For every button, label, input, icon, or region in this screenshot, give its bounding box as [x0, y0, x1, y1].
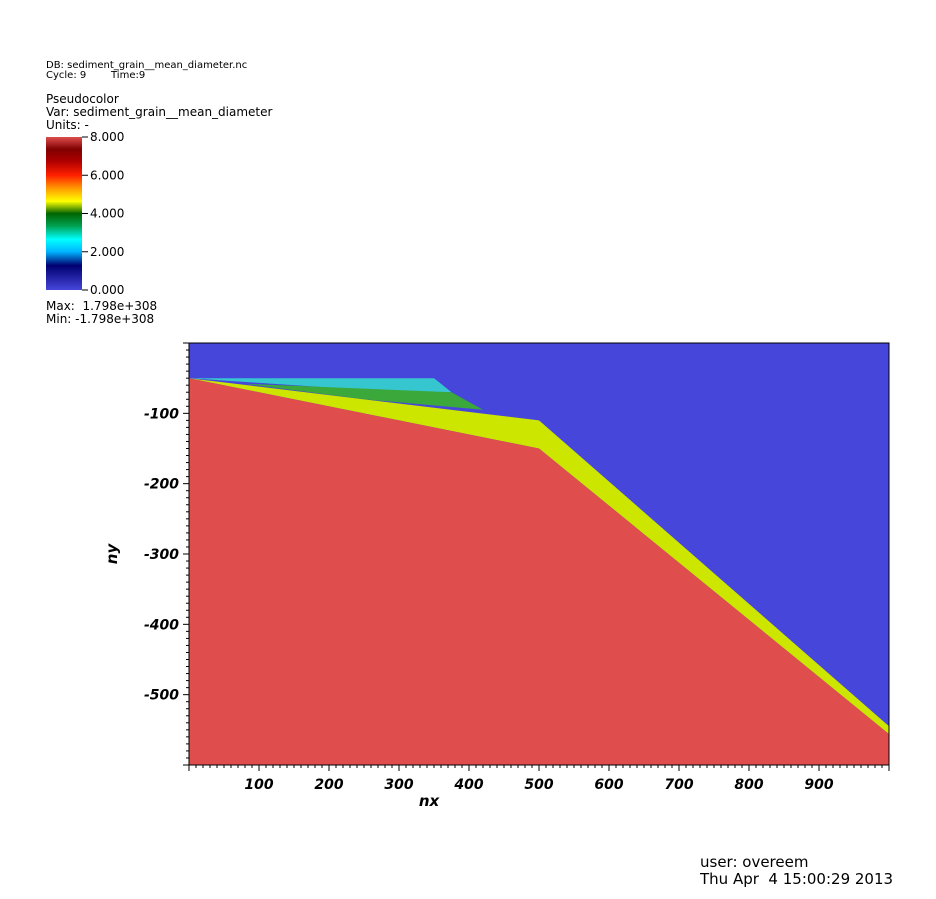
- legend-tick-label: 0.000: [90, 283, 124, 297]
- y-tick-label: -100: [144, 406, 179, 422]
- x-tick-label: 800: [734, 777, 763, 793]
- x-tick-label: 500: [524, 777, 553, 793]
- x-tick-label: 700: [664, 777, 693, 793]
- y-tick-label: -400: [144, 617, 179, 633]
- color-bar-ticks: 8.000 6.000 4.000 2.000 0.000: [82, 130, 124, 297]
- legend-tick-label: 4.000: [90, 207, 124, 221]
- x-tick-label: 200: [314, 777, 343, 793]
- y-tick-label: -500: [144, 688, 179, 704]
- x-tick-label: 600: [594, 777, 623, 793]
- y-tick-label: -200: [144, 477, 179, 493]
- color-bar: [46, 137, 82, 290]
- legend-tick-label: 6.000: [90, 168, 124, 182]
- x-tick-label: 300: [384, 777, 413, 793]
- y-tick-label: -300: [144, 547, 179, 563]
- legend-tick-label: 2.000: [90, 245, 124, 259]
- x-tick-label: 400: [453, 777, 483, 793]
- heatmap-regions: [189, 343, 889, 765]
- x-axis-title: nx: [419, 792, 441, 810]
- x-tick-label: 900: [804, 777, 833, 793]
- x-tick-label: 100: [244, 777, 273, 793]
- y-axis-title: ny: [103, 543, 121, 565]
- legend-tick-label: 8.000: [90, 130, 124, 144]
